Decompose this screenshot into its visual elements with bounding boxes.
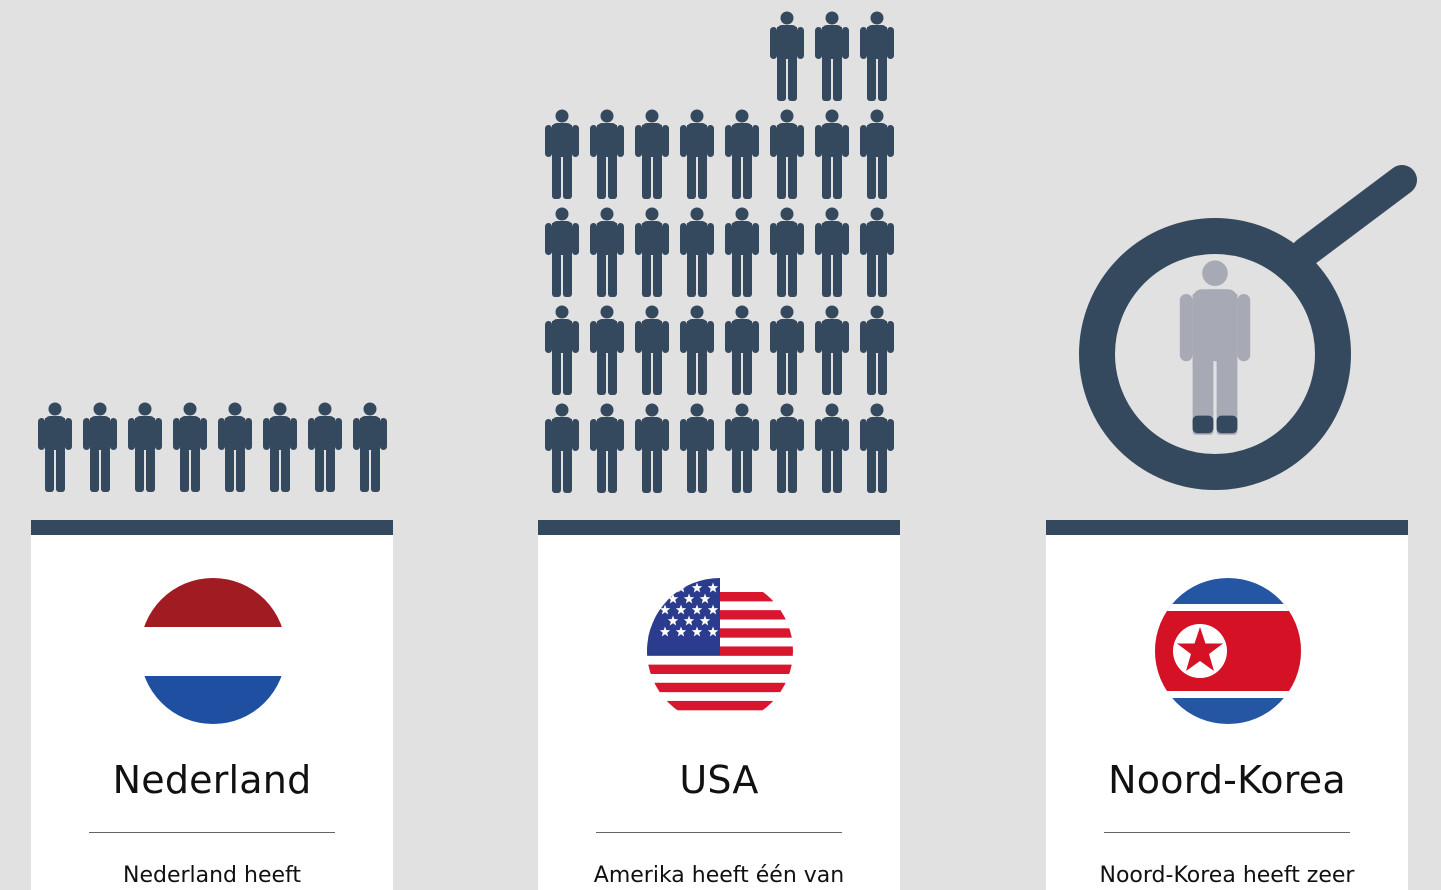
- person-icon: [860, 305, 894, 395]
- divider: [596, 832, 842, 833]
- usa-people-group: [545, 11, 894, 493]
- country-card-noord-korea: Noord-Korea Noord-Korea heeft zeer: [1046, 520, 1408, 890]
- person-icon: [353, 402, 387, 492]
- person-icon: [815, 11, 849, 101]
- person-icon: [545, 207, 579, 297]
- person-icon: [635, 305, 669, 395]
- person-icon: [815, 207, 849, 297]
- person-icon: [635, 207, 669, 297]
- country-card-nederland: Nederland Nederland heeft: [31, 520, 393, 890]
- person-icon: [590, 403, 624, 493]
- usa-flag-icon: [647, 578, 793, 724]
- person-icon: [545, 109, 579, 199]
- country-description: Amerika heeft één van: [593, 863, 845, 888]
- person-icon: [860, 11, 894, 101]
- person-icon: [860, 207, 894, 297]
- person-icon: [725, 305, 759, 395]
- person-icon: [815, 403, 849, 493]
- person-icon: [770, 11, 804, 101]
- country-name: Nederland: [112, 758, 312, 802]
- person-icon: [680, 207, 714, 297]
- person-icon: [680, 305, 714, 395]
- person-icon: [590, 207, 624, 297]
- person-icon: [860, 403, 894, 493]
- person-icon: [545, 305, 579, 395]
- person-icon: [38, 402, 72, 492]
- person-icon: [860, 109, 894, 199]
- person-icon: [680, 109, 714, 199]
- person-icon: [770, 109, 804, 199]
- person-icon: [218, 402, 252, 492]
- person-icon: [83, 402, 117, 492]
- person-icon: [770, 207, 804, 297]
- person-icon: [590, 109, 624, 199]
- north-korea-flag-icon: [1155, 578, 1301, 724]
- divider: [1104, 832, 1350, 833]
- person-icon: [590, 305, 624, 395]
- person-icon: [770, 403, 804, 493]
- person-icon: [815, 305, 849, 395]
- person-icon: [815, 109, 849, 199]
- person-icon: [308, 402, 342, 492]
- person-icon: [263, 402, 297, 492]
- person-icon: [173, 402, 207, 492]
- country-description: Nederland heeft: [122, 863, 302, 888]
- person-icon: [128, 402, 162, 492]
- netherlands-flag-icon: [140, 578, 286, 724]
- person-icon: [725, 207, 759, 297]
- person-icon: [680, 403, 714, 493]
- person-icon: [725, 403, 759, 493]
- country-name: Noord-Korea: [1108, 758, 1346, 802]
- divider: [89, 832, 335, 833]
- country-description: Noord-Korea heeft zeer: [1099, 863, 1355, 888]
- country-name: USA: [679, 758, 759, 802]
- person-icon: [770, 305, 804, 395]
- nederland-people-group: [38, 402, 387, 492]
- country-card-usa: USA Amerika heeft één van: [538, 520, 900, 890]
- person-icon: [635, 109, 669, 199]
- person-icon: [545, 403, 579, 493]
- person-icon: [1179, 260, 1251, 435]
- person-icon: [635, 403, 669, 493]
- person-icon: [725, 109, 759, 199]
- magnifying-glass-icon: [1079, 165, 1417, 490]
